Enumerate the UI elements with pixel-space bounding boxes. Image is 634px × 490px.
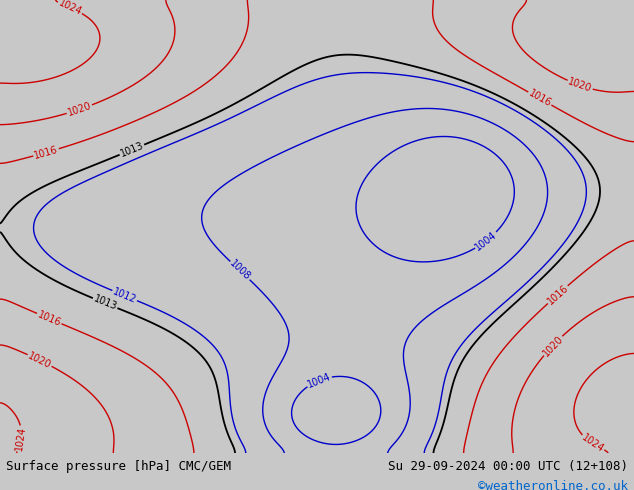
Text: 1024: 1024 xyxy=(56,0,83,18)
Text: 1013: 1013 xyxy=(92,294,119,313)
Text: 1016: 1016 xyxy=(36,309,63,328)
Text: 1020: 1020 xyxy=(66,100,93,118)
Text: 1016: 1016 xyxy=(545,283,570,306)
Text: Surface pressure [hPa] CMC/GEM: Surface pressure [hPa] CMC/GEM xyxy=(6,460,231,473)
Text: 1004: 1004 xyxy=(474,229,499,252)
Text: 1020: 1020 xyxy=(27,350,53,370)
Text: 1020: 1020 xyxy=(541,333,565,358)
Text: 1016: 1016 xyxy=(527,88,553,109)
Text: 1016: 1016 xyxy=(33,144,59,161)
Text: 1013: 1013 xyxy=(119,141,145,159)
Text: 1012: 1012 xyxy=(112,286,138,305)
Text: 1024: 1024 xyxy=(14,426,27,452)
Text: 1024: 1024 xyxy=(579,432,605,454)
Text: ©weatheronline.co.uk: ©weatheronline.co.uk xyxy=(477,480,628,490)
Text: Su 29-09-2024 00:00 UTC (12+108): Su 29-09-2024 00:00 UTC (12+108) xyxy=(387,460,628,473)
Text: 1020: 1020 xyxy=(567,76,593,94)
Text: 1008: 1008 xyxy=(228,259,252,283)
Text: 1004: 1004 xyxy=(306,371,332,390)
